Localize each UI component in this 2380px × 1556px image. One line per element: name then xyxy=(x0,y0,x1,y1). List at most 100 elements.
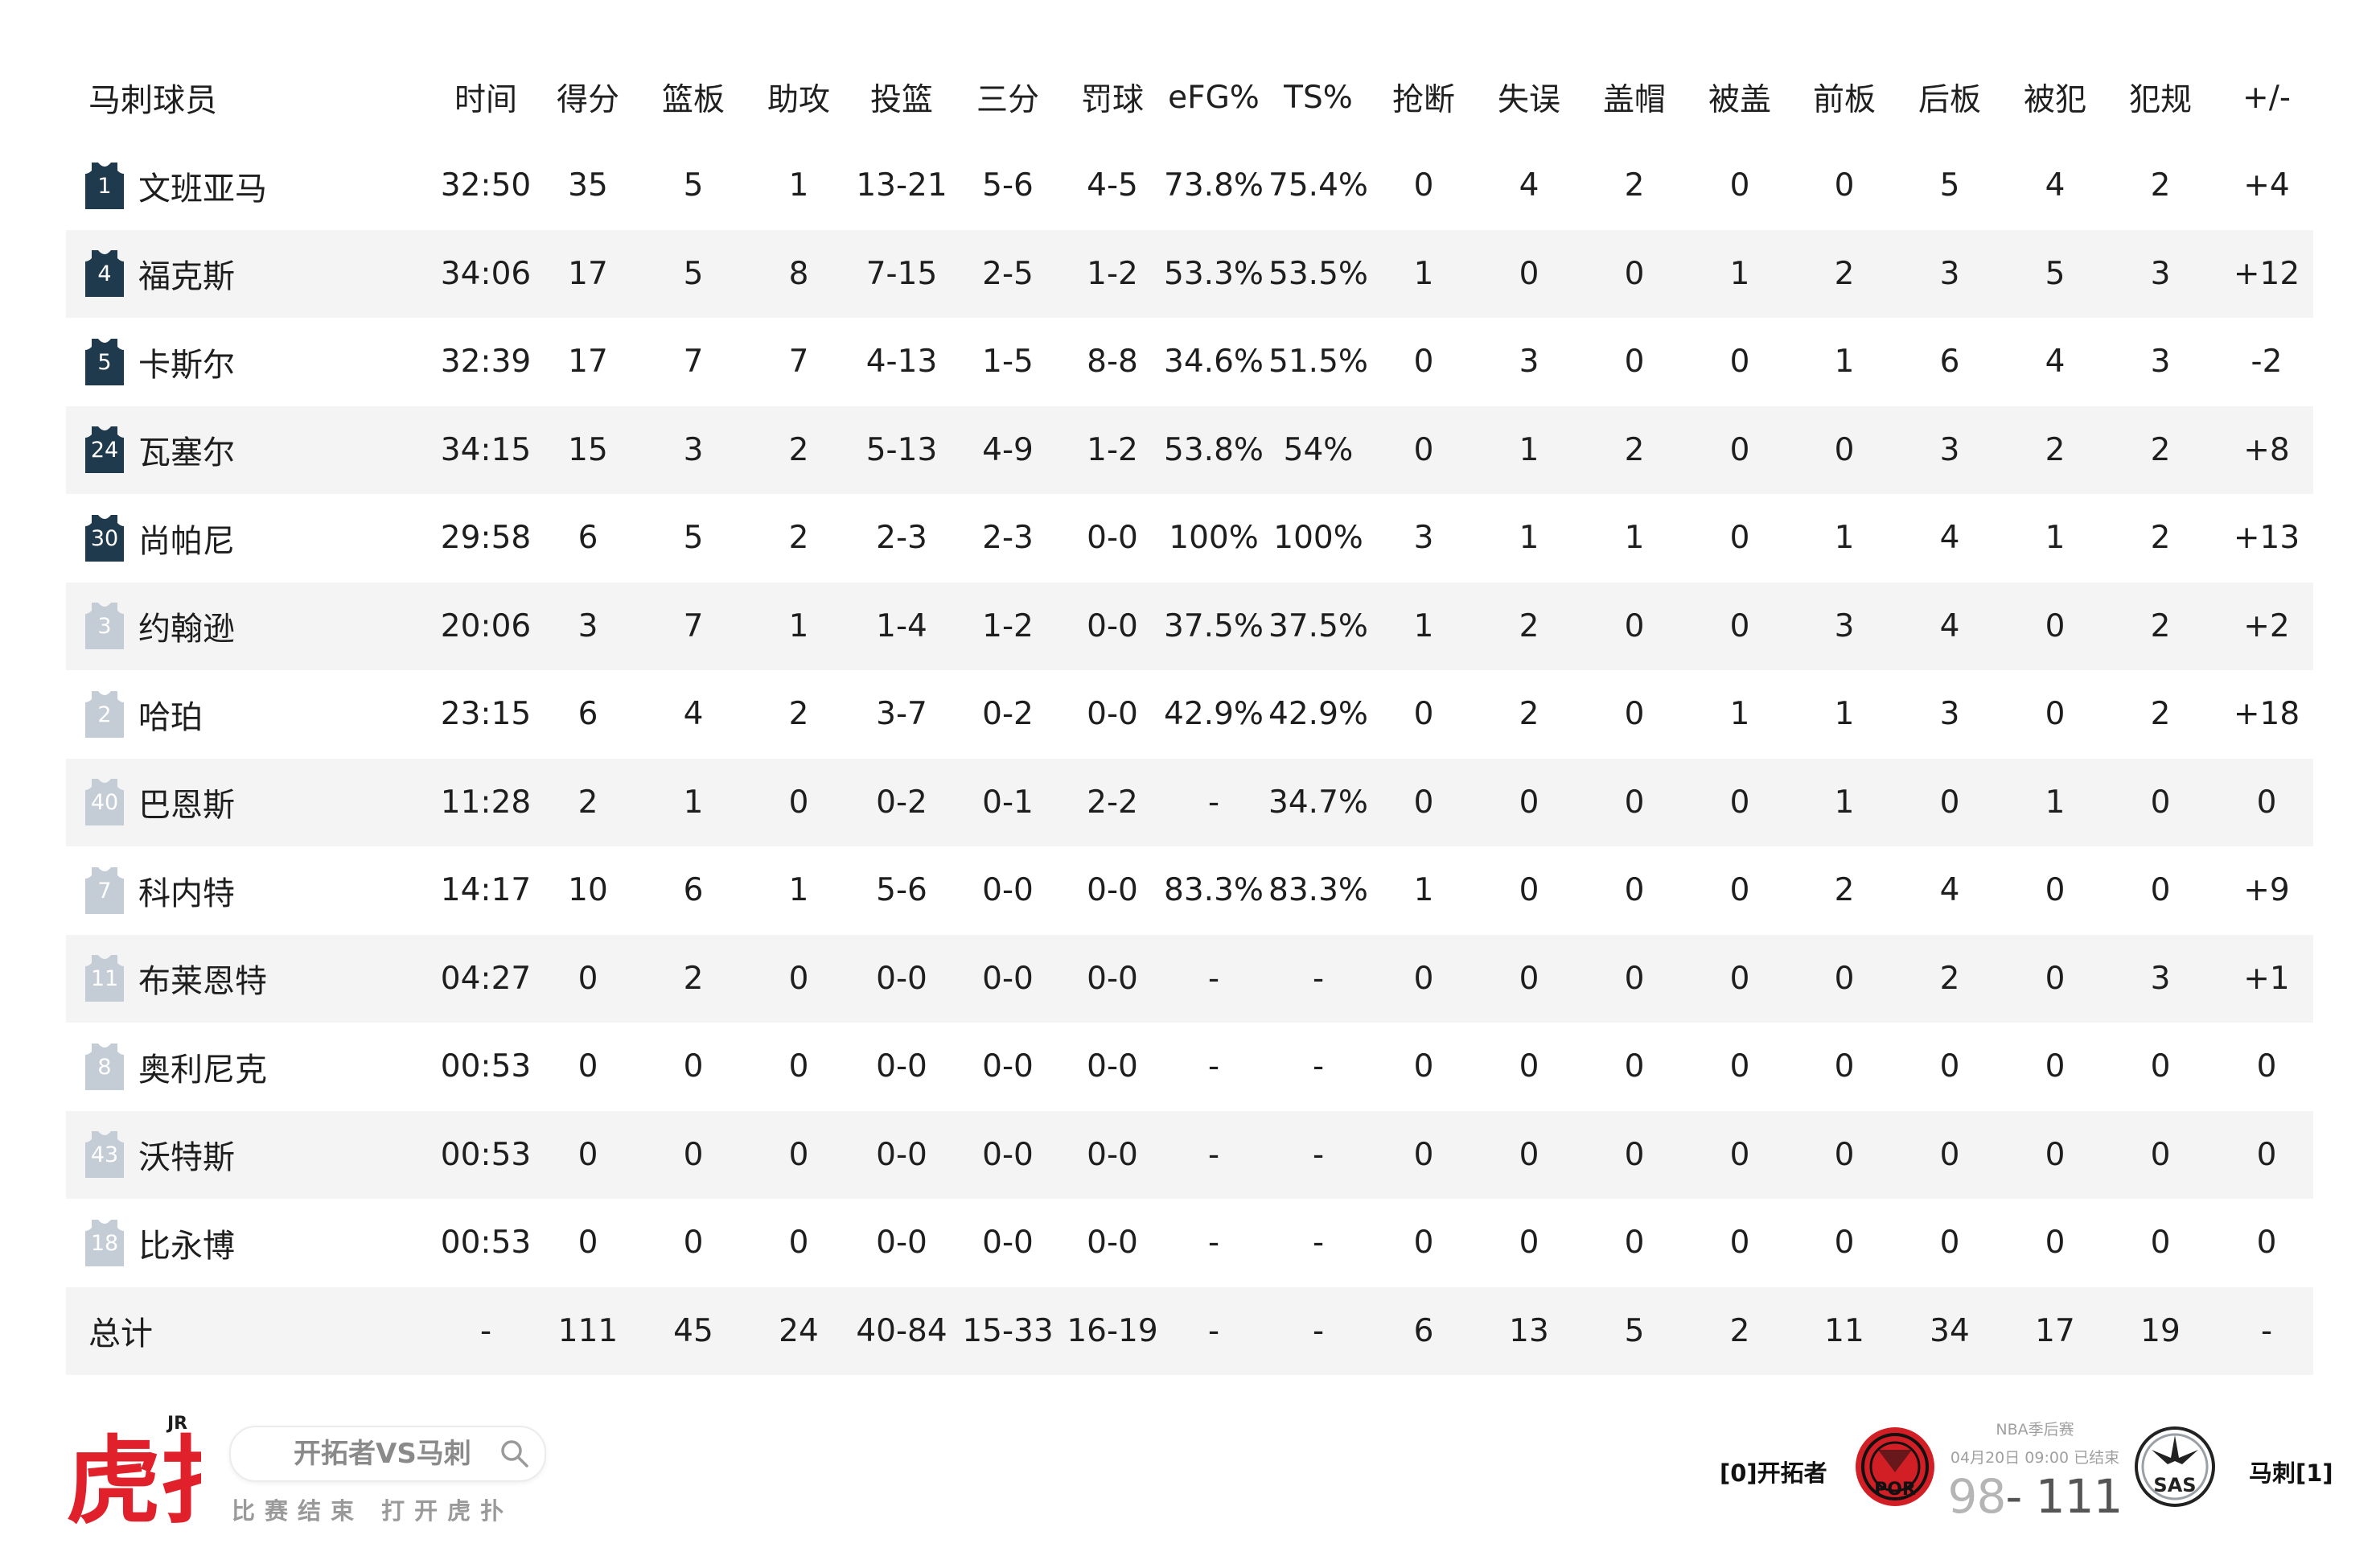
stat-cell: 100% xyxy=(1169,520,1259,557)
stat-cell: 14:17 xyxy=(440,872,532,909)
player-row[interactable]: 7 科内特 14:17 10 6 1 5-6 0-0 0-0 83.3% 83.3% 1 0 0 0 2 4 0 0… xyxy=(66,846,2313,935)
game-datetime: 04月20日 09:00 已结束 xyxy=(1950,1449,2120,1467)
stat-cell: 4 xyxy=(1939,520,1960,557)
game-stage: NBA季后赛 xyxy=(1996,1421,2074,1439)
player-name[interactable]: 科内特 xyxy=(138,875,235,912)
stat-cell: 2 xyxy=(1834,872,1855,909)
stat-cell: +18 xyxy=(2233,696,2300,733)
player-name[interactable]: 哈珀 xyxy=(138,698,203,736)
header-cell: eFG% xyxy=(1168,79,1260,116)
stat-cell: 0 xyxy=(578,960,598,997)
stat-cell: 4 xyxy=(1939,872,1960,909)
stat-cell: 0 xyxy=(1834,167,1855,204)
stat-cell: 2-3 xyxy=(982,520,1034,557)
header-cell: 前板 xyxy=(1812,82,1876,118)
player-name[interactable]: 卡斯尔 xyxy=(138,346,235,384)
stat-cell: - xyxy=(1312,1225,1325,1262)
stat-cell: 3 xyxy=(1939,255,1960,292)
stat-cell: 0 xyxy=(2045,1048,2066,1085)
player-row[interactable]: 2 哈珀 23:15 6 4 2 3-7 0-2 0-0 42.9% 42.9% 0 2 0 1 1 3 0 2 +1… xyxy=(66,670,2313,759)
stat-cell: 2 xyxy=(2045,431,2066,468)
player-name[interactable]: 文班亚马 xyxy=(138,170,267,208)
header-cell: 得分 xyxy=(556,82,620,118)
stat-cell: 0 xyxy=(1413,1136,1434,1173)
stat-cell: +8 xyxy=(2243,431,2290,468)
total-stat-cell: 6 xyxy=(1413,1312,1434,1349)
player-name[interactable]: 福克斯 xyxy=(138,258,235,296)
jersey-number: 3 xyxy=(97,614,112,640)
player-name[interactable]: 巴恩斯 xyxy=(138,787,235,825)
stat-cell: 0-0 xyxy=(1087,607,1138,644)
stat-cell: 1 xyxy=(2045,784,2066,821)
player-name[interactable]: 尚帕尼 xyxy=(138,522,235,560)
score-separator: - xyxy=(2005,1469,2022,1524)
player-name[interactable]: 瓦塞尔 xyxy=(138,434,235,472)
jersey-icon: 2 xyxy=(85,690,124,738)
stat-cell: 0 xyxy=(1413,1048,1434,1085)
player-row[interactable]: 11 布莱恩特 04:27 0 2 0 0-0 0-0 0-0 - - 0 0 0 0 0 2 0 3 +1 xyxy=(66,934,2313,1023)
stat-cell: 23:15 xyxy=(440,696,532,733)
stat-cell: 0 xyxy=(1939,1136,1960,1173)
player-row[interactable]: 24 瓦塞尔 34:15 15 3 2 5-13 4-9 1-2 53.8% 54% 0 1 2 0 0 3 2 2… xyxy=(66,405,2313,494)
player-name[interactable]: 比永博 xyxy=(138,1227,235,1265)
total-stat-cell: 19 xyxy=(2140,1312,2181,1349)
jersey-number: 4 xyxy=(97,261,112,287)
stat-cell: 0 xyxy=(1729,872,1750,909)
stat-cell: 1 xyxy=(788,167,809,204)
player-row[interactable]: 4 福克斯 34:06 17 5 8 7-15 2-5 1-2 53.3% 53.5% 1 0 0 1 2 3 5… xyxy=(66,229,2313,318)
game-info: NBA季后赛 04月20日 09:00 已结束 98- 111 xyxy=(1946,1418,2123,1524)
header-cell: 投篮 xyxy=(869,82,934,118)
player-name[interactable]: 沃特斯 xyxy=(138,1139,235,1177)
player-name[interactable]: 布莱恩特 xyxy=(138,963,267,1001)
stat-cell: 1 xyxy=(1834,696,1855,733)
stat-cell: 53.3% xyxy=(1164,255,1264,292)
stat-cell: 42.9% xyxy=(1164,696,1264,733)
player-name[interactable]: 奥利尼克 xyxy=(138,1051,267,1089)
slogan-text: 比赛结束 打开虎扑 xyxy=(232,1497,514,1525)
total-stat-cell: 16-19 xyxy=(1067,1312,1158,1349)
total-stat-cell: - xyxy=(1207,1312,1220,1349)
stat-cell: 0 xyxy=(1413,344,1434,381)
stat-cell: - xyxy=(1207,1225,1220,1262)
stat-cell: 0 xyxy=(1834,1136,1855,1173)
player-row[interactable]: 3 约翰逊 20:06 3 7 1 1-4 1-2 0-0 37.5% 37.5% 1 2 0 0 3 4 0 2 +… xyxy=(66,582,2313,670)
stat-cell: 0 xyxy=(1519,784,1539,821)
player-row[interactable]: 40 巴恩斯 11:28 2 1 0 0-2 0-1 2-2 - 34.7% 0 0 0 0 1 0 1 0 0 xyxy=(66,758,2313,846)
player-row[interactable]: 43 沃特斯 00:53 0 0 0 0-0 0-0 0-0 - - 0 0 0 0 0 0 0 0 0 xyxy=(66,1110,2313,1200)
jersey-number: 5 xyxy=(97,349,112,375)
player-row[interactable]: 5 卡斯尔 32:39 17 7 7 4-13 1-5 8-8 34.6% 51.5% 0 3 0 0 1 6 4… xyxy=(66,318,2313,406)
stat-cell: 7 xyxy=(683,344,704,381)
player-row[interactable]: 30 尚帕尼 29:58 6 5 2 2-3 2-3 0-0 100% 100% 3 1 1 0 1 4 1 2 +1… xyxy=(66,494,2313,582)
stat-cell: 0 xyxy=(683,1048,704,1085)
player-row[interactable]: 1 文班亚马 32:50 35 5 1 13-21 5-6 4-5 73.8% 75.4% 0 4 2 0 0… xyxy=(66,142,2313,230)
stat-cell: 5-13 xyxy=(865,431,938,468)
header-cell: 被犯 xyxy=(2023,82,2087,118)
stat-cell: 51.5% xyxy=(1268,344,1368,381)
stat-cell: 6 xyxy=(578,696,598,733)
player-row[interactable]: 18 比永博 00:53 0 0 0 0-0 0-0 0-0 - - 0 0 0 0 0 0 0 0 0 xyxy=(66,1199,2313,1287)
jersey-number: 18 xyxy=(90,1230,119,1256)
total-stat-cell: 2 xyxy=(1729,1312,1750,1349)
right-team-label: 马刺[1] xyxy=(2249,1459,2333,1487)
stat-cell: 0 xyxy=(2256,1136,2277,1173)
stat-cell: 37.5% xyxy=(1268,607,1368,644)
jersey-icon: 43 xyxy=(85,1131,124,1179)
search-box[interactable]: 开拓者VS马刺 xyxy=(229,1426,546,1482)
header-cell: 助攻 xyxy=(767,82,831,118)
player-name-cell: 43 沃特斯 xyxy=(85,1111,235,1200)
stat-cell: 0 xyxy=(788,1048,809,1085)
stat-cell: 3 xyxy=(1413,520,1434,557)
stat-cell: 0 xyxy=(683,1136,704,1173)
player-row[interactable]: 8 奥利尼克 00:53 0 0 0 0-0 0-0 0-0 - - 0 0 0 0 0 0 0 0 0 xyxy=(66,1023,2313,1111)
player-name[interactable]: 约翰逊 xyxy=(138,611,235,648)
stat-cell: 1 xyxy=(788,872,809,909)
stat-cell: 5 xyxy=(683,255,704,292)
stat-cell: 100% xyxy=(1273,520,1363,557)
stat-cell: 3 xyxy=(683,431,704,468)
stat-cell: 2 xyxy=(788,520,809,557)
stat-cell: 0-0 xyxy=(876,1048,927,1085)
stat-cell: 0 xyxy=(788,784,809,821)
stat-cell: 2 xyxy=(788,431,809,468)
stat-cell: +9 xyxy=(2243,872,2290,909)
stat-cell: 0 xyxy=(2045,872,2066,909)
